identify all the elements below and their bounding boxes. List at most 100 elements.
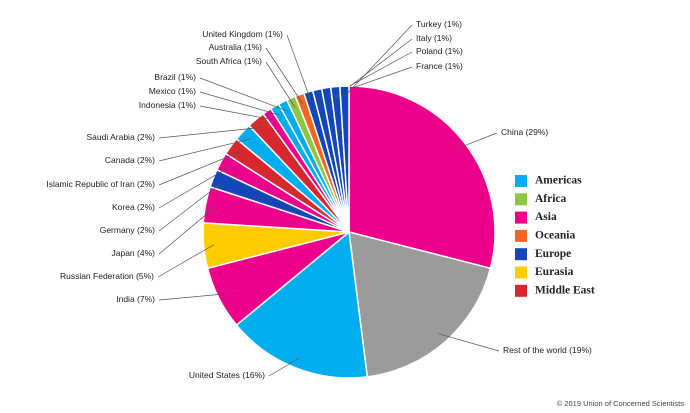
legend-swatch [515, 284, 527, 297]
legend-label: Eurasia [535, 266, 574, 278]
leader-line [158, 181, 223, 232]
slice-name: Japan [112, 248, 135, 258]
pie-slice [339, 85, 350, 233]
slice-name: France [416, 61, 443, 71]
legend-label: Asia [535, 211, 557, 223]
slice-name: India [116, 294, 135, 304]
slice-name: Brazil [154, 72, 175, 82]
leader-line [344, 24, 413, 97]
slice-label: Germany (2%) [100, 225, 155, 235]
slice-label: Islamic Republic of Iran (2%) [46, 179, 155, 189]
legend-swatch [515, 248, 527, 261]
slice-name: Islamic Republic of Iran [46, 179, 135, 189]
slice-label: South Africa (1%) [196, 56, 262, 66]
leader-line [158, 166, 231, 209]
slice-name: Poland [416, 46, 443, 56]
pie-slice [348, 230, 492, 378]
leader-line [268, 357, 300, 377]
slice-value-label: (1%) [445, 61, 463, 71]
slice-value-label: (1%) [178, 72, 196, 82]
leader-line [158, 127, 263, 139]
slice-value-label: (1%) [434, 33, 452, 43]
leader-line [286, 34, 312, 102]
leader-line [199, 91, 280, 116]
slice-name: Rest of the world [503, 345, 567, 355]
slice-value-label: (4%) [137, 248, 155, 258]
slice-value-label: (1%) [244, 56, 262, 66]
legend-label: Oceania [535, 230, 575, 242]
slice-label: India (7%) [116, 294, 155, 304]
slice-label: Canada (2%) [105, 155, 155, 165]
slice-name: Turkey [416, 19, 442, 29]
slice-label: Brazil (1%) [154, 72, 196, 82]
leader-line [456, 132, 498, 150]
slice-label: Mexico (1%) [149, 86, 196, 96]
legend-swatch [515, 266, 527, 279]
slice-name: Australia [209, 42, 242, 52]
leader-line [157, 244, 214, 278]
legend-swatch [515, 229, 527, 242]
slice-name: United Kingdom [202, 29, 262, 39]
legend-label: Europe [535, 248, 571, 260]
slice-value-label: (1%) [444, 19, 462, 29]
slice-value-label: (2%) [137, 179, 155, 189]
slice-name: South Africa [196, 56, 242, 66]
pie-slice [348, 85, 496, 270]
slice-value-label: (5%) [136, 271, 154, 281]
slice-name: Canada [105, 155, 135, 165]
leader-line [265, 61, 296, 108]
slice-label: Rest of the world (19%) [503, 345, 592, 355]
leader-line [158, 138, 251, 162]
slice-value-label: (19%) [569, 345, 592, 355]
leader-line [158, 206, 216, 255]
leader-line [199, 77, 288, 112]
slice-value-label: (1%) [178, 86, 196, 96]
leader-line [158, 293, 229, 301]
slice-name: Germany [100, 225, 136, 235]
slice-label: Japan (4%) [112, 248, 156, 258]
leader-line [158, 151, 240, 186]
slice-value-label: (1%) [265, 29, 283, 39]
leader-line [438, 333, 500, 352]
slice-value-label: (2%) [137, 202, 155, 212]
slice-label: Turkey (1%) [416, 19, 462, 29]
slice-value-label: (7%) [137, 294, 155, 304]
legend-label: Americas [535, 175, 582, 187]
slice-name: Saudi Arabia [86, 132, 134, 142]
slice-name: Korea [112, 202, 135, 212]
slice-value-label: (1%) [178, 100, 196, 110]
slice-value-label: (16%) [242, 370, 265, 380]
credit: © 2019 Union of Concerned Scientists [557, 399, 685, 408]
slice-label: Korea (2%) [112, 202, 155, 212]
slice-label: Russian Federation (5%) [60, 271, 154, 281]
slice-name: Russian Federation [60, 271, 134, 281]
legend-swatch [515, 211, 527, 224]
slice-label: Poland (1%) [416, 46, 463, 56]
slice-label: Saudi Arabia (2%) [86, 132, 155, 142]
leader-line [265, 47, 304, 105]
slice-value-label: (2%) [137, 225, 155, 235]
legend-swatch [515, 193, 527, 206]
legend-label: Africa [535, 193, 567, 205]
slice-label: Italy (1%) [416, 33, 452, 43]
slice-label: Indonesia (1%) [139, 100, 196, 110]
pie-slice [235, 230, 369, 379]
slice-label: United States (16%) [189, 370, 265, 380]
slice-label: United Kingdom (1%) [202, 29, 283, 39]
slice-name: Mexico [149, 86, 176, 96]
slice-value-label: (2%) [137, 132, 155, 142]
slice-name: Indonesia [139, 100, 176, 110]
slice-name: United States [189, 370, 240, 380]
legend-swatch [515, 175, 527, 187]
slice-value-label: (29%) [526, 127, 549, 137]
slice-label: China (29%) [501, 127, 548, 137]
leader-line [199, 105, 273, 121]
slice-value-label: (1%) [445, 46, 463, 56]
slice-value-label: (2%) [137, 155, 155, 165]
slice-name: China [501, 127, 523, 137]
slice-value-label: (1%) [244, 42, 262, 52]
slice-label: Australia (1%) [209, 42, 263, 52]
slice-label: France (1%) [416, 61, 463, 71]
legend-label: Middle East [535, 284, 595, 296]
